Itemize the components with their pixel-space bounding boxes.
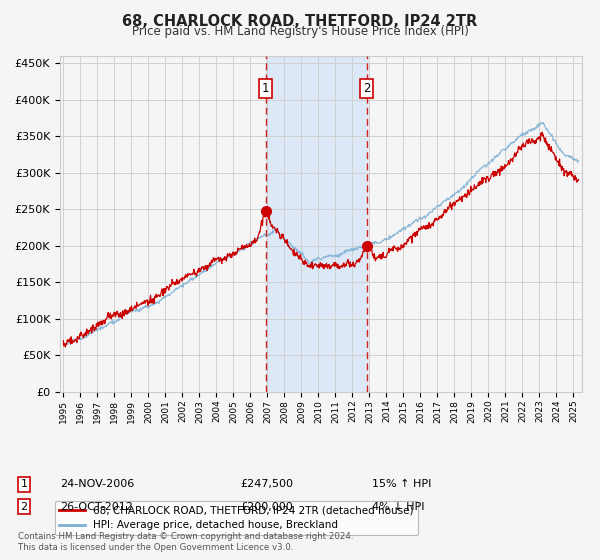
- Bar: [266, 56, 367, 392]
- Text: 26-OCT-2012: 26-OCT-2012: [60, 502, 133, 512]
- Legend: 68, CHARLOCK ROAD, THETFORD, IP24 2TR (detached house), HPI: Average price, deta: 68, CHARLOCK ROAD, THETFORD, IP24 2TR (d…: [55, 501, 418, 535]
- Text: 2: 2: [20, 502, 28, 512]
- Text: 4% ↓ HPI: 4% ↓ HPI: [372, 502, 425, 512]
- Text: 2: 2: [363, 82, 370, 95]
- Text: £247,500: £247,500: [240, 479, 293, 489]
- Text: 68, CHARLOCK ROAD, THETFORD, IP24 2TR: 68, CHARLOCK ROAD, THETFORD, IP24 2TR: [122, 14, 478, 29]
- Text: 1: 1: [20, 479, 28, 489]
- Text: Price paid vs. HM Land Registry's House Price Index (HPI): Price paid vs. HM Land Registry's House …: [131, 25, 469, 38]
- Text: 15% ↑ HPI: 15% ↑ HPI: [372, 479, 431, 489]
- Text: 24-NOV-2006: 24-NOV-2006: [60, 479, 134, 489]
- Text: £200,000: £200,000: [240, 502, 293, 512]
- Text: Contains HM Land Registry data © Crown copyright and database right 2024.
This d: Contains HM Land Registry data © Crown c…: [18, 532, 353, 552]
- Text: 1: 1: [262, 82, 269, 95]
